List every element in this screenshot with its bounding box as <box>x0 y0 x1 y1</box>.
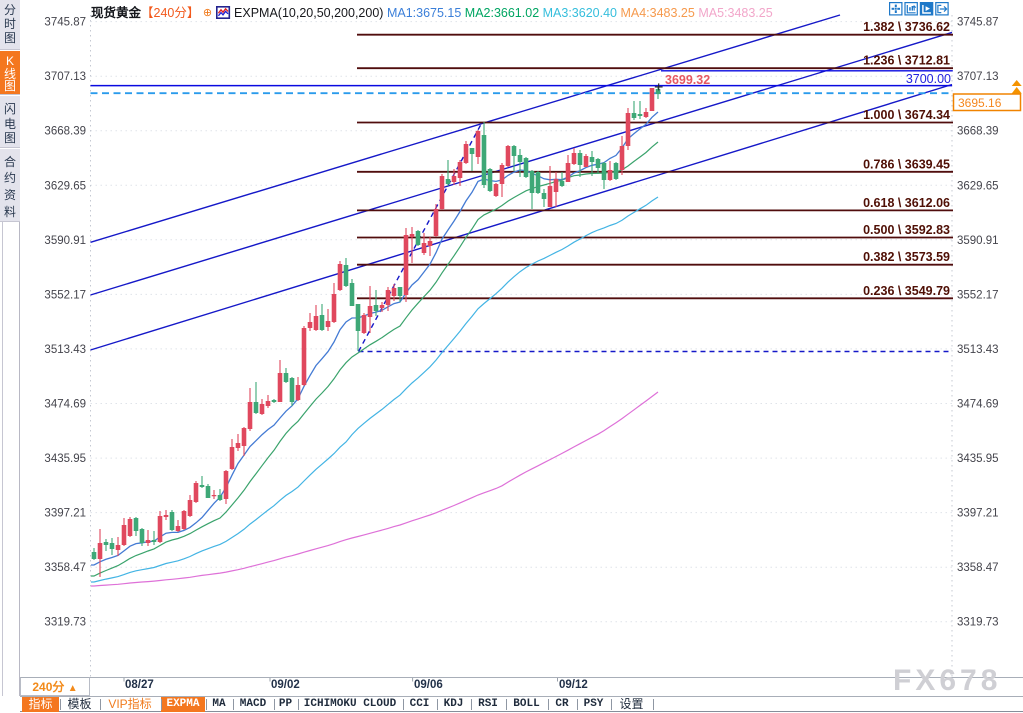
svg-text:3474.69: 3474.69 <box>44 399 86 411</box>
svg-text:0.382 \ 3573.59: 0.382 \ 3573.59 <box>863 250 950 264</box>
svg-text:1.382 \ 3736.62: 1.382 \ 3736.62 <box>863 20 950 34</box>
svg-text:3707.13: 3707.13 <box>44 71 86 83</box>
svg-text:3513.43: 3513.43 <box>957 344 999 356</box>
svg-text:3745.87: 3745.87 <box>44 17 86 29</box>
svg-text:3707.13: 3707.13 <box>957 71 999 83</box>
svg-text:3397.21: 3397.21 <box>44 508 86 520</box>
svg-text:3629.65: 3629.65 <box>957 180 999 192</box>
svg-text:0.500 \ 3592.83: 0.500 \ 3592.83 <box>863 223 950 237</box>
svg-text:3668.39: 3668.39 <box>957 126 999 138</box>
svg-text:3397.21: 3397.21 <box>957 508 999 520</box>
svg-text:3745.87: 3745.87 <box>957 17 999 29</box>
svg-text:3474.69: 3474.69 <box>957 399 999 411</box>
svg-text:1.236 \ 3712.81: 1.236 \ 3712.81 <box>863 54 950 68</box>
svg-text:3629.65: 3629.65 <box>44 180 86 192</box>
svg-text:3699.32: 3699.32 <box>665 73 710 87</box>
svg-text:3552.17: 3552.17 <box>44 289 86 301</box>
svg-text:3319.73: 3319.73 <box>957 617 999 629</box>
svg-text:3668.39: 3668.39 <box>44 126 86 138</box>
svg-text:3552.17: 3552.17 <box>957 289 999 301</box>
svg-text:3435.95: 3435.95 <box>44 453 86 465</box>
svg-text:3590.91: 3590.91 <box>44 235 86 247</box>
svg-text:3513.43: 3513.43 <box>44 344 86 356</box>
svg-text:0.618 \ 3612.06: 0.618 \ 3612.06 <box>863 196 950 210</box>
svg-text:0.786 \ 3639.45: 0.786 \ 3639.45 <box>863 157 950 171</box>
svg-text:3319.73: 3319.73 <box>44 617 86 629</box>
svg-text:3358.47: 3358.47 <box>44 562 86 574</box>
svg-text:0.236 \ 3549.79: 0.236 \ 3549.79 <box>863 284 950 298</box>
svg-text:3358.47: 3358.47 <box>957 562 999 574</box>
svg-text:3590.91: 3590.91 <box>957 235 999 247</box>
svg-text:3695.16: 3695.16 <box>958 96 1002 110</box>
svg-text:3700.00: 3700.00 <box>906 72 951 86</box>
svg-text:3435.95: 3435.95 <box>957 453 999 465</box>
svg-text:1.000 \ 3674.34: 1.000 \ 3674.34 <box>863 108 950 122</box>
